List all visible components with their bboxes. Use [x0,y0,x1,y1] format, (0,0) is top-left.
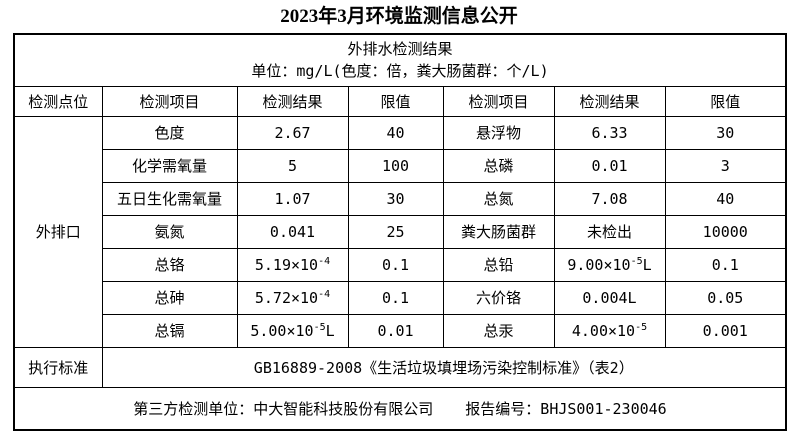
limit-cell: 0.05 [664,280,787,315]
column-header-result-right: 检测结果 [553,85,666,117]
result-cell: 5.00×10-5L [236,313,349,348]
limit-cell: 30 [664,115,787,150]
result-cell: 9.00×10-5L [553,247,666,282]
exponent: -4 [318,288,331,300]
result-value: 2.67 [274,123,311,142]
exponent: -4 [318,255,331,267]
exponent: -5 [630,255,643,267]
limit-cell: 0.01 [347,313,444,348]
result-cell: 6.33 [553,115,666,150]
result-value: 5 [287,156,298,175]
table-row: 化学需氧量 5 100 总磷 0.01 3 [14,148,787,183]
column-header-item-right: 检测项目 [442,85,555,117]
result-cell: 未检出 [553,214,666,249]
limit-cell: 10000 [664,214,787,249]
table-row: 总镉 5.00×10-5L 0.01 总汞 4.00×10-5 0.001 [14,313,787,348]
table-row: 总铬 5.19×10-4 0.1 总铅 9.00×10-5L 0.1 [14,247,787,282]
item-cell: 总镉 [101,313,238,348]
column-header-site: 检测点位 [13,85,103,117]
table-row: 氨氮 0.041 25 粪大肠菌群 未检出 10000 [14,214,787,249]
limit-cell: 30 [347,181,444,216]
limit-cell: 3 [664,148,787,183]
table-unit-note: 单位：mg/L(色度：倍，粪大肠菌群：个/L) [251,62,549,81]
column-header-limit-left: 限值 [347,85,444,117]
item-cell: 五日生化需氧量 [101,181,238,216]
item-cell: 总砷 [101,280,238,315]
third-party-lab: 第三方检测单位：中大智能科技股份有限公司 [133,399,434,418]
result-cell: 7.08 [553,181,666,216]
limit-cell: 100 [347,148,444,183]
result-cell: 4.00×10-5 [553,313,666,348]
result-cell: 5 [236,148,349,183]
item-cell: 六价铬 [442,280,555,315]
result-cell: 1.07 [236,181,349,216]
table-title: 外排水检测结果 [347,40,453,59]
table-row: 五日生化需氧量 1.07 30 总氮 7.08 40 [14,181,787,216]
result-value: 7.08 [591,189,628,208]
limit-cell: 0.001 [664,313,787,348]
standard-row: 执行标准 GB16889-2008《生活垃圾填埋场污染控制标准》（表2） [13,346,787,388]
result-cell: 0.004L [553,280,666,315]
standard-label: 执行标准 [13,346,103,388]
limit-cell: 40 [664,181,787,216]
limit-cell: 25 [347,214,444,249]
result-suffix: L [642,255,652,274]
item-cell: 总磷 [442,148,555,183]
result-value: 5.00×10 [250,321,314,340]
result-cell: 2.67 [236,115,349,150]
column-header-limit-right: 限值 [664,85,787,117]
footer-row: 第三方检测单位：中大智能科技股份有限公司 报告编号：BHJS001-230046 [13,386,787,431]
result-cell: 5.72×10-4 [236,280,349,315]
result-value: 0.004L [582,288,637,307]
result-value: 1.07 [274,189,311,208]
limit-cell: 0.1 [347,280,444,315]
item-cell: 粪大肠菌群 [442,214,555,249]
limit-cell: 0.1 [347,247,444,282]
report-number: 报告编号：BHJS001-230046 [465,399,667,418]
standard-value: GB16889-2008《生活垃圾填埋场污染控制标准》（表2） [101,346,787,388]
result-value: 9.00×10 [567,255,631,274]
item-cell: 氨氮 [101,214,238,249]
item-cell: 总氮 [442,181,555,216]
limit-cell: 40 [347,115,444,150]
result-value: 0.01 [591,156,628,175]
result-cell: 0.01 [553,148,666,183]
result-cell: 5.19×10-4 [236,247,349,282]
item-cell: 总铬 [101,247,238,282]
exponent: -5 [635,321,648,333]
column-header-row: 检测点位 检测项目 检测结果 限值 检测项目 检测结果 限值 [13,85,787,117]
result-value: 5.19×10 [254,255,319,274]
table-row: 外排口 色度 2.67 40 悬浮物 6.33 30 [13,115,787,348]
result-value: 0.041 [269,222,316,241]
result-suffix: L [325,321,335,340]
item-cell: 总汞 [442,313,555,348]
monitoring-table: 外排水检测结果 单位：mg/L(色度：倍，粪大肠菌群：个/L) 检测点位 检测项… [13,33,787,431]
result-value: 5.72×10 [254,288,319,307]
result-cell: 0.041 [236,214,349,249]
item-cell: 化学需氧量 [101,148,238,183]
result-value: 未检出 [586,223,632,241]
item-cell: 总铅 [442,247,555,282]
table-header-row: 外排水检测结果 单位：mg/L(色度：倍，粪大肠菌群：个/L) [13,33,787,87]
site-cell: 外排口 [13,115,103,348]
result-value: 4.00×10 [571,321,636,340]
column-header-item-left: 检测项目 [101,85,238,117]
column-header-result-left: 检测结果 [236,85,349,117]
limit-cell: 0.1 [664,247,787,282]
footer-cell: 第三方检测单位：中大智能科技股份有限公司 报告编号：BHJS001-230046 [13,386,787,431]
table-row: 总砷 5.72×10-4 0.1 六价铬 0.004L 0.05 [14,280,787,315]
item-cell: 悬浮物 [442,115,555,150]
table-header-cell: 外排水检测结果 单位：mg/L(色度：倍，粪大肠菌群：个/L) [13,33,787,87]
result-value: 6.33 [591,123,628,142]
page-title: 2023年3月环境监测信息公开 [280,6,518,27]
item-cell: 色度 [101,115,238,150]
exponent: -5 [313,321,326,333]
